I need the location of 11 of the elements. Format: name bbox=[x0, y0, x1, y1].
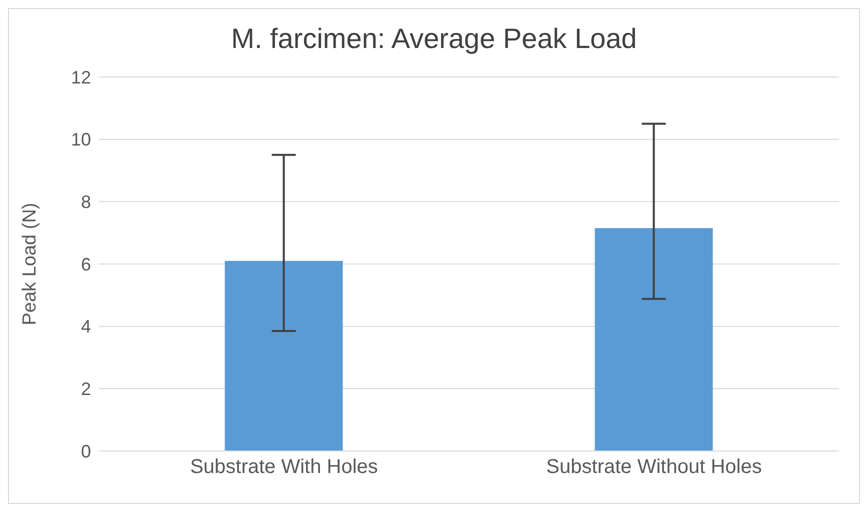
y-tick-label: 2 bbox=[80, 379, 91, 400]
y-tick-label: 12 bbox=[70, 67, 91, 88]
x-tick-label: Substrate With Holes bbox=[190, 456, 378, 478]
y-tick-label: 4 bbox=[80, 316, 91, 337]
y-axis-title: Peak Load (N) bbox=[20, 202, 41, 326]
y-tick-label: 10 bbox=[70, 130, 91, 150]
y-tick-label: 6 bbox=[80, 254, 91, 274]
x-tick-label: Substrate Without Holes bbox=[546, 456, 762, 478]
y-tick-label: 8 bbox=[80, 192, 91, 212]
y-tick-label: 0 bbox=[80, 441, 91, 462]
chart-title: M. farcimen: Average Peak Load bbox=[230, 23, 638, 56]
